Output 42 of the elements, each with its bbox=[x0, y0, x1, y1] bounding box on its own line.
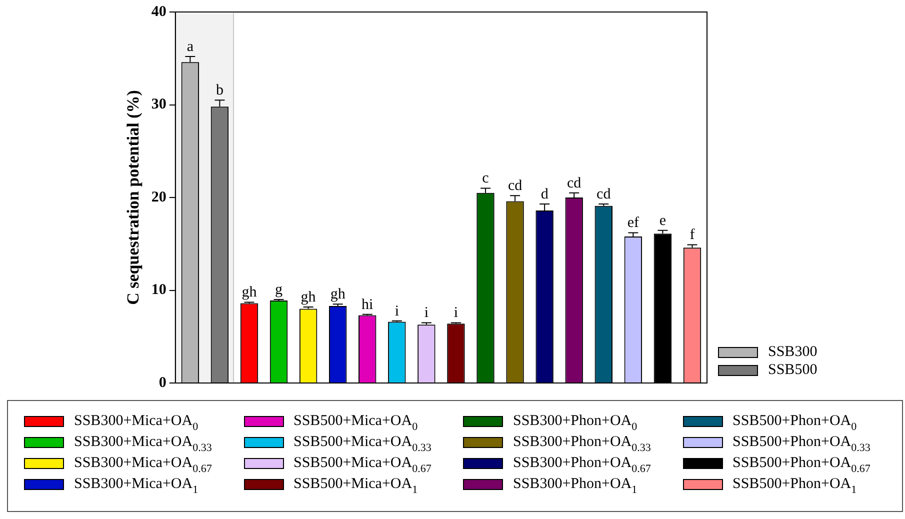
data-label: b bbox=[216, 82, 224, 99]
y-tick-label: 0 bbox=[158, 374, 166, 391]
legend-label: SSB500+Phon+OA$_{0.33}$ bbox=[732, 434, 870, 454]
data-label: cd bbox=[567, 175, 582, 192]
data-label: hi bbox=[362, 296, 374, 313]
data-label: f bbox=[690, 227, 695, 244]
legend-label: SSB300+Phon+OA$_{0}$ bbox=[513, 412, 638, 432]
legend-label: SSB500+Mica+OA$_{1}$ bbox=[294, 476, 418, 496]
y-tick-label: 10 bbox=[151, 282, 166, 298]
data-label: gh bbox=[242, 284, 258, 301]
legend-label: SSB300+Mica+OA$_{0.33}$ bbox=[74, 434, 212, 454]
y-tick-label: 20 bbox=[151, 189, 166, 206]
legend-label: SSB300+Mica+OA$_{0.67}$ bbox=[74, 454, 212, 474]
legend-label: SSB300+Phon+OA$_{1}$ bbox=[513, 476, 638, 496]
y-tick-label: 30 bbox=[151, 96, 166, 113]
legend-label: SSB500+Phon+OA$_{0.67}$ bbox=[732, 454, 870, 474]
data-label: c bbox=[482, 170, 490, 187]
data-label: e bbox=[659, 212, 666, 229]
data-label: cd bbox=[596, 186, 612, 202]
legend-label: SSB500+Mica+OA$_{0.67}$ bbox=[294, 454, 432, 474]
legend-label: SSB300+Mica+OA$_{1}$ bbox=[74, 476, 198, 496]
legend-label: SSB500+Mica+OA$_{0.33}$ bbox=[294, 434, 432, 454]
data-label: ef bbox=[627, 215, 639, 232]
legend-label: SSB300+Phon+OA$_{0.33}$ bbox=[513, 434, 651, 454]
data-label: gh bbox=[300, 289, 316, 306]
data-label: d bbox=[540, 186, 549, 202]
data-label: g bbox=[275, 282, 284, 298]
legend-label: SSB300 bbox=[768, 344, 818, 360]
data-label: cd bbox=[508, 178, 523, 194]
y-axis-title: C sequestration potential (%) bbox=[124, 90, 143, 305]
legend-label: SSB500 bbox=[768, 362, 818, 378]
legend-label: SSB500+Phon+OA$_{0}$ bbox=[732, 412, 857, 432]
legend-label: SSB300+Phon+OA$_{0.67}$ bbox=[513, 454, 651, 474]
data-label: gh bbox=[330, 286, 346, 303]
data-label: a bbox=[186, 38, 194, 55]
legend-label: SSB500+Mica+OA$_{0}$ bbox=[294, 412, 418, 432]
data-label: i bbox=[394, 303, 399, 320]
data-label: i bbox=[454, 305, 458, 322]
data-label: i bbox=[424, 305, 429, 322]
legend-label: SSB300+Mica+OA$_{0}$ bbox=[74, 412, 198, 432]
y-tick-label: 40 bbox=[151, 4, 166, 20]
legend-label: SSB500+Phon+OA$_{1}$ bbox=[732, 476, 857, 496]
